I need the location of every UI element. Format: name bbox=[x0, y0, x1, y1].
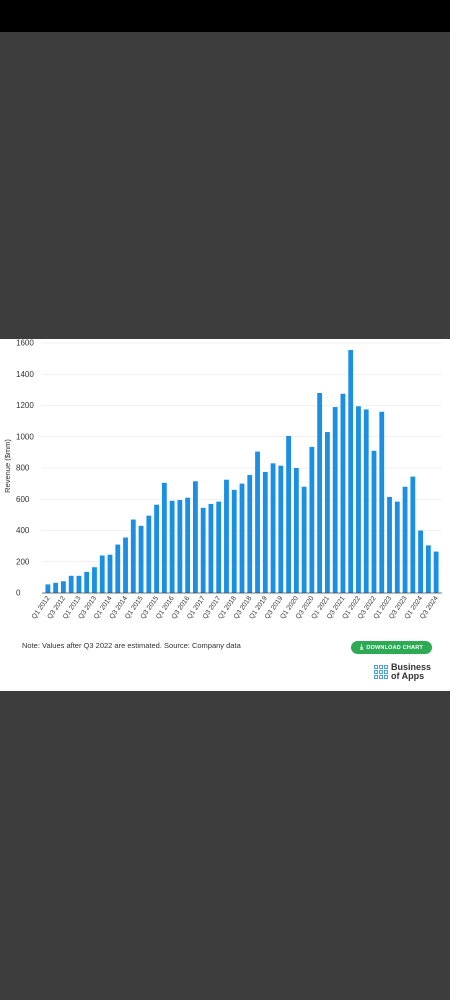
y-tick-label: 0 bbox=[16, 589, 21, 598]
y-tick-label: 600 bbox=[16, 495, 30, 504]
y-axis-label: Revenue ($mm) bbox=[3, 439, 12, 493]
y-tick-label: 1000 bbox=[16, 432, 34, 441]
bar[interactable] bbox=[115, 544, 121, 593]
bar[interactable] bbox=[433, 551, 439, 593]
logo-line-1: Business bbox=[391, 662, 432, 672]
bar[interactable] bbox=[193, 481, 198, 593]
bar[interactable] bbox=[410, 476, 416, 593]
bar[interactable] bbox=[425, 545, 431, 593]
bar[interactable] bbox=[340, 393, 346, 593]
bars bbox=[45, 350, 439, 594]
bar[interactable] bbox=[363, 409, 369, 593]
bar[interactable] bbox=[53, 582, 59, 593]
download-chart-button[interactable]: ⤓ DOWNLOAD CHART bbox=[351, 641, 432, 654]
bar[interactable] bbox=[231, 489, 237, 593]
bar[interactable] bbox=[293, 468, 299, 593]
bar[interactable] bbox=[68, 575, 74, 593]
bar[interactable] bbox=[402, 486, 408, 593]
bar[interactable] bbox=[224, 479, 229, 593]
y-axis-ticks: 0 200 400 600 800 1000 1200 1400 1600 bbox=[16, 339, 34, 598]
bar[interactable] bbox=[262, 471, 268, 593]
bar[interactable] bbox=[325, 432, 330, 593]
bar[interactable] bbox=[169, 500, 175, 593]
bar-chart: 0 200 400 600 800 1000 1200 1400 1600 Q1 2012Q3 … bbox=[3, 339, 442, 621]
chart-card: 0 200 400 600 800 1000 1200 1400 1600 Q1 2012 Q3 … bbox=[0, 339, 450, 691]
bar[interactable] bbox=[387, 496, 392, 593]
bar[interactable] bbox=[301, 486, 307, 593]
logo-grid-icon bbox=[374, 665, 388, 679]
y-tick-label: 1400 bbox=[16, 370, 34, 379]
y-tick-label: 1600 bbox=[16, 339, 34, 348]
bar[interactable] bbox=[394, 501, 400, 593]
y-tick-label: 1200 bbox=[16, 401, 34, 410]
bar[interactable] bbox=[348, 350, 354, 593]
bar[interactable] bbox=[216, 501, 222, 593]
bar[interactable] bbox=[123, 537, 128, 593]
bar[interactable] bbox=[61, 581, 66, 593]
chart-note: Note: Values after Q3 2022 are estimated… bbox=[22, 641, 241, 650]
bar[interactable] bbox=[138, 525, 144, 593]
bar[interactable] bbox=[92, 567, 97, 593]
bar[interactable] bbox=[317, 393, 323, 593]
bar[interactable] bbox=[107, 554, 113, 593]
bar[interactable] bbox=[309, 446, 315, 593]
bar[interactable] bbox=[286, 435, 291, 593]
y-tick-label: 400 bbox=[16, 526, 30, 535]
bar[interactable] bbox=[418, 530, 423, 594]
bar[interactable] bbox=[278, 465, 284, 593]
bar[interactable] bbox=[146, 515, 152, 593]
status-bar bbox=[0, 0, 450, 32]
logo-text: Business of Apps bbox=[391, 663, 431, 681]
bar[interactable] bbox=[247, 475, 253, 593]
logo-line-2: of Apps bbox=[391, 671, 425, 681]
bar[interactable] bbox=[255, 451, 260, 593]
bar[interactable] bbox=[161, 482, 167, 593]
bar[interactable] bbox=[130, 519, 136, 593]
bar[interactable] bbox=[76, 575, 82, 593]
bar[interactable] bbox=[356, 406, 361, 593]
bar[interactable] bbox=[208, 503, 214, 593]
download-icon: ⤓ bbox=[360, 644, 364, 651]
bar[interactable] bbox=[84, 571, 90, 593]
y-tick-label: 200 bbox=[16, 557, 30, 566]
bar[interactable] bbox=[371, 450, 377, 593]
bar[interactable] bbox=[239, 483, 245, 593]
bar[interactable] bbox=[379, 411, 385, 593]
bar[interactable] bbox=[154, 504, 159, 593]
business-of-apps-logo[interactable]: Business of Apps bbox=[374, 663, 431, 681]
bar[interactable] bbox=[270, 463, 276, 593]
bar[interactable] bbox=[185, 497, 191, 593]
bar[interactable] bbox=[332, 407, 338, 593]
download-chart-label: DOWNLOAD CHART bbox=[366, 644, 423, 651]
y-tick-label: 800 bbox=[16, 464, 30, 473]
bar[interactable] bbox=[177, 500, 183, 593]
bar[interactable] bbox=[45, 584, 51, 593]
bar[interactable] bbox=[200, 507, 206, 593]
bar[interactable] bbox=[99, 555, 105, 594]
